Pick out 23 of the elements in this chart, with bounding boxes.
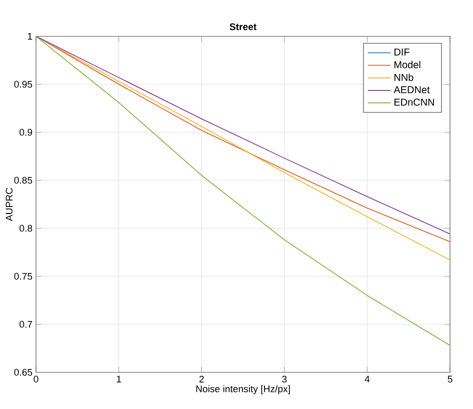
legend-label: Model: [394, 60, 420, 68]
legend-label: AEDNet: [394, 86, 430, 94]
y-tick-label: 0.65: [14, 368, 32, 376]
x-tick-label: 2: [199, 376, 204, 382]
y-tick-label: 0.75: [14, 272, 32, 280]
legend-label: NNb: [394, 74, 414, 81]
x-tick-label: 5: [448, 376, 452, 382]
y-tick-label: 0.9: [20, 128, 32, 136]
y-tick-label: 0.85: [14, 176, 32, 184]
chart-title: Street: [230, 23, 256, 30]
y-tick-label: 0.7: [20, 320, 32, 328]
y-tick-label: 0.8: [20, 224, 32, 232]
y-tick-label: 1: [28, 32, 32, 40]
x-tick-label: 0: [34, 376, 38, 383]
x-tick-label: 4: [364, 376, 370, 382]
line-series: [36, 36, 450, 346]
y-tick-label: 0.95: [14, 80, 32, 88]
x-axis-title: Noise intensity [Hz/px]: [196, 385, 290, 394]
legend-label: EDnCNN: [394, 98, 434, 106]
x-tick-label: 3: [282, 376, 287, 383]
legend-label: DIF: [394, 48, 410, 56]
x-tick-label: 1: [116, 376, 122, 382]
y-axis-title: AUPRC: [6, 188, 13, 222]
